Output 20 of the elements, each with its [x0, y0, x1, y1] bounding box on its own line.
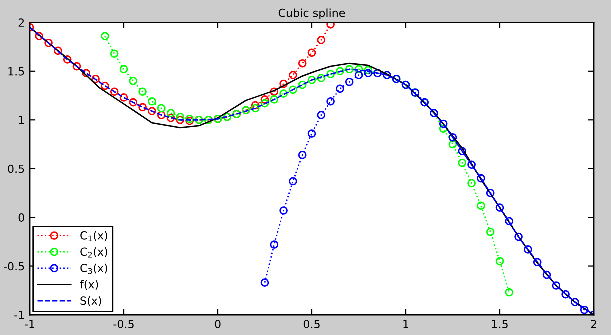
- legend-label: f(x): [80, 280, 98, 290]
- legend-label: C$_{1}$(x): [80, 231, 108, 242]
- legend-label: C$_{3}$(x): [80, 264, 108, 274]
- legend-label: C$_{2}$(x): [80, 248, 108, 258]
- y-tick-label: -0.5: [4, 262, 24, 271]
- x-tick-label: 2: [591, 320, 596, 328]
- y-tick-label: 1: [19, 116, 24, 124]
- x-tick-label: -0.5: [114, 320, 134, 328]
- x-tick-label: 0: [215, 320, 221, 328]
- y-tick-label: 0: [18, 214, 24, 222]
- x-tick-label: 1.5: [492, 320, 508, 328]
- chart-title: Cubic spline: [278, 8, 346, 20]
- x-tick-label: 1: [404, 320, 409, 328]
- x-tick-label: -1: [25, 320, 35, 328]
- y-tick-label: 2: [18, 18, 24, 27]
- x-tick-label: 0.5: [304, 320, 320, 328]
- y-tick-label: -1: [14, 311, 24, 320]
- legend-label: S(x): [80, 296, 102, 306]
- y-tick-label: 0.5: [8, 164, 24, 174]
- y-tick-label: 1.5: [8, 68, 24, 76]
